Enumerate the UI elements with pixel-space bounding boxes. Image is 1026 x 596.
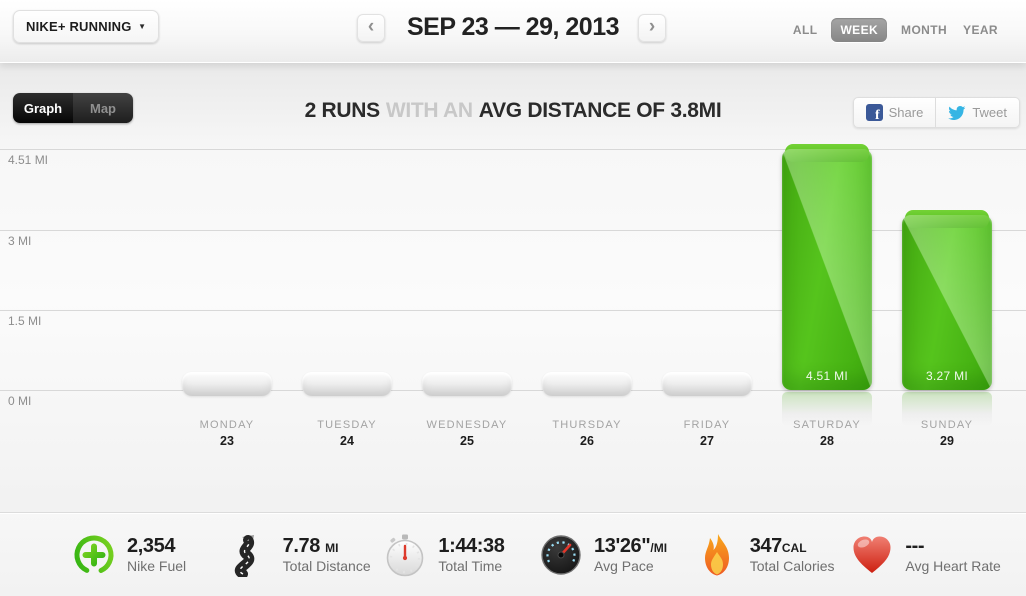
bar-value-label: 4.51 MI [805, 369, 849, 383]
gridline [0, 310, 1026, 311]
weekly-distance-chart: 4.51 MI 3 MI 1.5 MI 0 MI MONDAY 23 TUESDAY 24 W… [0, 62, 1026, 512]
empty-day-placeholder [662, 372, 752, 396]
day-number-label: 29 [940, 434, 954, 448]
bar-reflection [902, 392, 992, 426]
range-tabs: ALL WEEK MONTH YEAR [791, 18, 1000, 42]
facebook-share-button[interactable]: f Share [854, 98, 936, 127]
y-axis-tick-label: 4.51 MI [8, 153, 49, 167]
empty-day-placeholder [422, 372, 512, 396]
stat-avg-pace: 13'26"/MI Avg Pace [539, 533, 695, 577]
date-range-title: SEP 23 — 29, 2013 [406, 13, 620, 41]
tab-month[interactable]: MONTH [901, 23, 948, 37]
day-name-label: WEDNESDAY [426, 419, 508, 431]
stats-bar: 2,354 Nike Fuel 7.78 MI Total Distance [0, 512, 1026, 596]
view-toggle: Graph Map [13, 93, 133, 123]
run-distance-bar[interactable]: 3.27 MI [902, 210, 992, 390]
week-summary-title: 2 RUNS WITH AN AVG DISTANCE OF 3.8MI [304, 99, 722, 122]
chart-day-column: THURSDAY 26 [527, 62, 647, 512]
chevron-right-icon: › [648, 15, 656, 37]
stat-avg-heart-rate: --- Avg Heart Rate [850, 533, 1006, 577]
day-number-label: 26 [580, 434, 594, 448]
y-axis-tick-label: 1.5 MI [8, 314, 42, 328]
stat-nike-fuel: 2,354 Nike Fuel [72, 533, 228, 577]
app-selector-label: NIKE+ RUNNING [26, 19, 132, 34]
next-week-button[interactable]: › [638, 14, 666, 42]
day-number-label: 28 [820, 434, 834, 448]
chevron-left-icon: ‹ [367, 15, 375, 37]
day-name-label: THURSDAY [552, 419, 622, 431]
facebook-icon: f [865, 104, 883, 121]
y-axis-tick-label: 3 MI [8, 234, 32, 248]
twitter-icon [948, 105, 966, 120]
chart-day-column: WEDNESDAY 25 [407, 62, 527, 512]
chart-day-column: FRIDAY 27 [647, 62, 767, 512]
tab-week[interactable]: WEEK [831, 18, 888, 42]
y-axis-tick-label: 0 MI [8, 394, 32, 408]
gridline [0, 149, 1026, 150]
day-name-label: TUESDAY [317, 419, 377, 431]
tweet-label: Tweet [972, 105, 1007, 120]
day-number-label: 23 [220, 434, 234, 448]
chart-day-column: TUESDAY 24 [287, 62, 407, 512]
empty-day-placeholder [542, 372, 632, 396]
day-name-label: SUNDAY [920, 419, 974, 431]
tab-graph[interactable]: Graph [13, 93, 73, 123]
chart-day-column: 3.27 MI SUNDAY 29 [887, 62, 1007, 512]
chart-day-column: MONDAY 23 [167, 62, 287, 512]
tab-map[interactable]: Map [73, 93, 133, 123]
gridline [0, 230, 1026, 231]
chart-day-column: 4.51 MI SATURDAY 28 [767, 62, 887, 512]
day-name-label: SATURDAY [793, 419, 861, 431]
stat-total-time: 1:44:38 Total Time [383, 533, 539, 577]
tab-year[interactable]: YEAR [963, 23, 998, 37]
empty-day-placeholder [182, 372, 272, 396]
chevron-down-icon: ▼ [138, 21, 146, 31]
tab-all[interactable]: ALL [792, 23, 818, 37]
stat-total-distance: 7.78 MI Total Distance [228, 533, 384, 577]
speedometer-icon [541, 534, 581, 575]
day-name-label: MONDAY [199, 419, 255, 431]
stat-total-calories: 347CAL Total Calories [695, 533, 851, 577]
stopwatch-icon [387, 534, 424, 576]
bar-reflection [782, 392, 872, 426]
nike-fuel-icon [74, 535, 114, 574]
header-bar: NIKE+ RUNNING ▼ ‹ SEP 23 — 29, 2013 › AL… [0, 0, 1026, 62]
share-group: f Share Tweet [852, 97, 1020, 128]
flame-icon [704, 533, 729, 575]
twitter-tweet-button[interactable]: Tweet [935, 98, 1019, 127]
app-selector-dropdown[interactable]: NIKE+ RUNNING ▼ [13, 10, 159, 43]
bar-value-label: 3.27 MI [925, 368, 969, 383]
day-number-label: 25 [460, 434, 474, 448]
gridline [0, 390, 1026, 391]
heart-icon [853, 536, 891, 573]
road-icon [234, 534, 254, 577]
share-label: Share [888, 105, 924, 120]
empty-day-placeholder [302, 372, 392, 396]
day-number-label: 24 [340, 434, 354, 448]
day-number-label: 27 [700, 434, 714, 448]
day-name-label: FRIDAY [683, 419, 731, 431]
prev-week-button[interactable]: ‹ [357, 14, 385, 42]
run-distance-bar[interactable]: 4.51 MI [782, 144, 872, 390]
